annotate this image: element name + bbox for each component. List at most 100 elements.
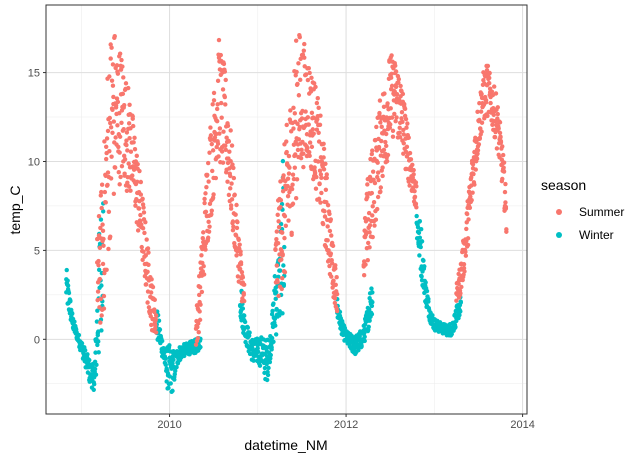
data-point — [122, 157, 128, 162]
data-point — [315, 96, 320, 101]
data-point — [314, 174, 319, 180]
data-point — [206, 179, 211, 184]
data-point — [293, 195, 299, 201]
data-point — [95, 342, 100, 348]
data-point — [365, 194, 370, 200]
data-point — [316, 105, 321, 111]
data-point — [470, 162, 476, 167]
data-point — [502, 189, 508, 195]
data-point — [299, 116, 305, 121]
data-point — [406, 135, 411, 140]
data-point — [139, 244, 144, 250]
data-point — [303, 72, 309, 77]
data-point — [479, 129, 484, 134]
data-point — [134, 153, 139, 159]
legend-label-summer: Summer — [579, 205, 624, 219]
data-point — [99, 189, 104, 195]
data-point — [109, 45, 114, 50]
data-point — [207, 150, 212, 155]
data-point — [497, 130, 503, 136]
data-point — [453, 324, 458, 329]
data-point — [104, 136, 110, 141]
data-point — [467, 205, 473, 210]
data-point — [402, 106, 408, 112]
data-point — [464, 226, 469, 232]
data-point — [369, 286, 374, 291]
data-point — [207, 224, 212, 229]
data-point — [307, 70, 312, 76]
data-point — [220, 160, 226, 165]
data-point — [163, 362, 168, 367]
data-point — [215, 141, 221, 146]
data-point — [136, 206, 142, 211]
data-point — [210, 148, 216, 153]
data-point — [280, 275, 285, 281]
data-point — [126, 121, 132, 126]
data-point — [137, 168, 142, 174]
data-point — [407, 150, 413, 156]
data-point — [498, 139, 504, 144]
data-point — [115, 99, 121, 105]
data-point — [307, 153, 312, 159]
data-point — [255, 346, 260, 351]
data-point — [271, 301, 276, 306]
data-point — [282, 213, 288, 219]
data-point — [314, 100, 320, 106]
data-point — [388, 122, 393, 127]
data-point — [370, 213, 375, 218]
data-point — [321, 141, 326, 147]
data-point — [475, 151, 480, 156]
data-point — [331, 278, 336, 283]
data-point — [295, 121, 300, 127]
data-point — [163, 356, 168, 361]
data-point — [327, 263, 332, 269]
data-point — [209, 141, 214, 147]
data-point — [417, 235, 423, 240]
data-point — [411, 172, 416, 177]
data-point — [477, 135, 482, 141]
data-point — [469, 175, 474, 180]
data-point — [126, 161, 131, 166]
data-point — [126, 184, 132, 189]
data-point — [148, 322, 154, 328]
data-point — [501, 165, 506, 170]
data-point — [478, 109, 484, 114]
data-point — [401, 127, 406, 133]
data-point — [276, 293, 281, 299]
data-point — [400, 91, 406, 97]
data-point — [217, 131, 222, 136]
data-point — [222, 69, 228, 74]
data-point — [288, 108, 293, 113]
data-point — [238, 260, 244, 265]
data-point — [228, 206, 234, 211]
data-point — [274, 229, 280, 234]
data-point — [293, 38, 299, 43]
data-point — [503, 181, 508, 187]
data-point — [465, 242, 471, 248]
data-point — [114, 63, 120, 68]
data-point — [193, 342, 199, 347]
data-point — [367, 223, 373, 228]
data-point — [205, 235, 211, 240]
data-point — [294, 69, 299, 75]
data-point — [117, 182, 122, 187]
data-point — [145, 269, 150, 274]
data-point — [285, 193, 291, 199]
data-point — [264, 345, 269, 350]
data-point — [458, 299, 463, 304]
data-point — [172, 377, 177, 382]
data-point — [329, 274, 334, 279]
data-point — [214, 118, 220, 124]
data-point — [210, 195, 216, 200]
data-point — [223, 77, 228, 83]
data-point — [212, 135, 218, 140]
data-point — [280, 158, 286, 164]
data-point — [301, 48, 307, 53]
data-point — [305, 77, 311, 83]
data-point — [101, 236, 106, 242]
data-point — [385, 152, 391, 158]
data-point — [397, 130, 402, 135]
data-point — [311, 81, 317, 86]
data-point — [333, 263, 338, 268]
data-point — [501, 160, 507, 165]
